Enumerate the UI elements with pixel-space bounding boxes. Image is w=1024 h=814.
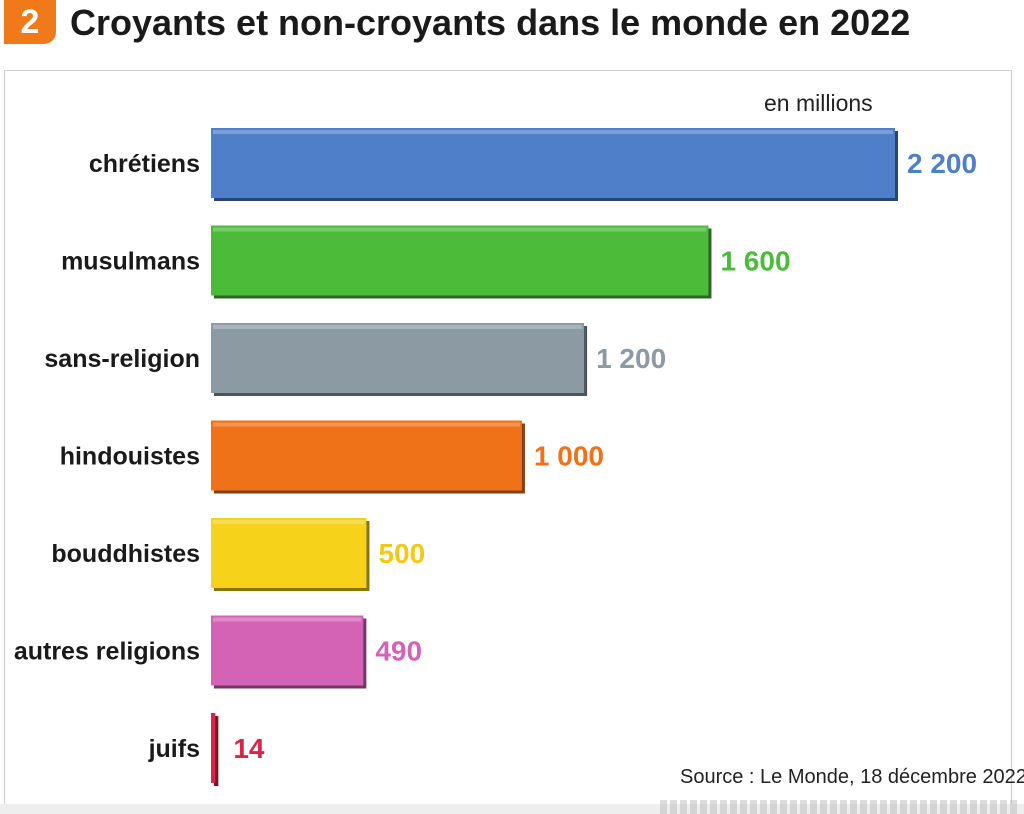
chart-header: 2 Croyants et non-croyants dans le monde… — [0, 0, 1024, 58]
cut-off-text-line — [660, 800, 1020, 814]
category-label: juifs — [148, 735, 200, 763]
panel-right-margin — [1012, 70, 1024, 804]
bar-highlight — [213, 617, 362, 622]
bar-highlight — [213, 130, 893, 134]
bar-4 — [211, 518, 367, 588]
figure-number-badge: 2 — [4, 0, 56, 44]
bar-highlight — [213, 227, 707, 232]
units-label: en millions — [764, 90, 873, 116]
value-label: 2 200 — [907, 148, 977, 179]
bar-highlight — [213, 520, 365, 524]
page-bottom-strip — [0, 804, 1024, 814]
chart-title: Croyants et non-croyants dans le monde e… — [70, 2, 911, 43]
bar-5 — [211, 615, 364, 686]
bar-highlight — [213, 325, 583, 329]
value-label: 1 000 — [534, 441, 604, 472]
category-label: sans-religion — [44, 345, 200, 373]
category-label: musulmans — [61, 248, 200, 276]
category-label: autres religions — [14, 638, 200, 666]
bar-shadow — [214, 716, 219, 786]
bar-3 — [211, 420, 522, 491]
bar-1 — [211, 225, 709, 296]
bar-2 — [211, 323, 585, 393]
value-label: 14 — [233, 733, 265, 764]
value-label: 1 600 — [720, 246, 790, 277]
category-label: hindouistes — [60, 443, 200, 471]
bar-6 — [211, 713, 216, 783]
value-label: 500 — [378, 538, 425, 569]
value-label: 1 200 — [596, 343, 666, 374]
value-label: 490 — [375, 636, 422, 667]
bar-highlight — [213, 422, 520, 427]
bar-0 — [211, 128, 895, 198]
category-label: chrétiens — [89, 150, 200, 178]
source-note: Source : Le Monde, 18 décembre 2022. — [680, 766, 1024, 788]
category-label: bouddhistes — [51, 540, 200, 568]
